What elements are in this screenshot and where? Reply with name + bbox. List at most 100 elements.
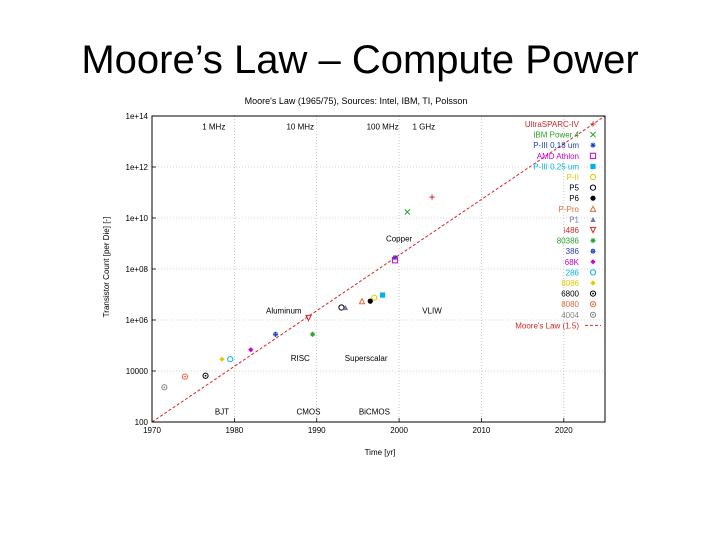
data-point	[358, 297, 366, 305]
legend-label: AMD Athlon	[537, 152, 579, 161]
data-point	[248, 347, 254, 353]
legend-marker	[589, 226, 597, 234]
marker-shape	[589, 301, 597, 308]
legend-label: 4004	[561, 311, 579, 320]
data-point	[404, 208, 411, 215]
y-tick-label: 1e+10	[126, 214, 149, 223]
annotation: BiCMOS	[359, 407, 390, 416]
legend-label: 286	[566, 268, 580, 277]
y-tick-label: 1e+08	[126, 265, 149, 274]
data-point	[391, 257, 399, 264]
legend-label: 68K	[565, 258, 580, 267]
annotation: Superscalar	[345, 354, 388, 363]
annotation: 100 MHz	[367, 122, 399, 131]
legend-marker	[590, 195, 596, 201]
y-tick-label: 1e+06	[126, 316, 149, 325]
legend-label: 6800	[561, 290, 579, 299]
data-points	[161, 194, 435, 391]
marker-shape	[589, 311, 597, 318]
legend-marker	[590, 248, 596, 254]
legend-label: Moore's Law (1.5)	[515, 321, 579, 330]
marker-shape	[589, 184, 597, 191]
annotation: RISC	[291, 354, 310, 363]
y-tick-label: 1e+12	[126, 163, 149, 172]
marker-shape	[204, 374, 207, 377]
data-point	[161, 384, 168, 391]
y-tick-label: 1e+14	[126, 112, 149, 121]
marker-shape	[589, 226, 597, 234]
x-axis-ticks: 1970 1980 1990 2000 2010 2020	[143, 418, 573, 435]
data-point	[371, 294, 378, 301]
marker-shape	[219, 356, 225, 362]
y-tick-label: 10000	[126, 367, 149, 376]
marker-shape	[184, 375, 186, 378]
data-point	[202, 372, 209, 379]
data-point	[305, 314, 312, 322]
x-tick-label: 2000	[390, 426, 408, 435]
moores-law-trend-line	[151, 115, 606, 423]
chart-title: Moore's Law (1965/75), Sources: Intel, I…	[245, 96, 468, 106]
legend-label: P6	[569, 194, 579, 203]
marker-shape	[391, 257, 399, 264]
legend-label: P1	[569, 215, 579, 224]
marker-shape	[590, 280, 596, 286]
data-point	[219, 356, 225, 362]
marker-stroke	[404, 208, 411, 215]
marker-shape	[202, 372, 209, 379]
annotation: 10 MHz	[286, 122, 314, 131]
slide-title: Moore’s Law – Compute Power	[81, 38, 639, 82]
legend-marker	[590, 259, 596, 265]
marker-shape	[181, 373, 189, 380]
marker-shape	[305, 314, 312, 322]
legend-label: 8086	[561, 279, 579, 288]
x-axis-label: Time [yr]	[365, 448, 396, 457]
legend-label: P-III 0.18 um	[533, 141, 579, 150]
marker-shape	[589, 173, 597, 181]
legend-label: P-III 0.25 um	[533, 162, 579, 171]
legend-label: i486	[564, 226, 580, 235]
marker-stroke	[590, 131, 596, 138]
marker-stroke	[273, 332, 278, 337]
marker-shape	[592, 239, 594, 242]
y-tick-label: 100	[135, 418, 149, 427]
x-tick-label: 1970	[143, 426, 161, 435]
marker-shape	[338, 304, 345, 311]
x-tick-label: 1980	[225, 426, 243, 435]
marker-shape	[592, 313, 594, 316]
legend-marker	[589, 290, 597, 297]
marker-shape	[358, 297, 366, 305]
annotation: 1 GHz	[412, 122, 435, 131]
marker-shape	[589, 269, 597, 276]
annotations: 1 MHz 10 MHz 100 MHz 1 GHz Copper Aluminum VLI…	[202, 122, 442, 416]
data-point	[310, 331, 316, 337]
y-axis-ticks: 100 10000 1e+06 1e+08 1e+10 1e+12 1e+14	[126, 112, 156, 427]
moores-law-chart: Moore's Law (1965/75), Sources: Intel, I…	[102, 96, 606, 457]
marker-stroke	[590, 143, 596, 148]
marker-shape	[589, 205, 597, 212]
annotation: BJT	[215, 407, 229, 416]
legend-marker	[590, 163, 596, 169]
marker-shape	[311, 333, 314, 336]
legend-label: 386	[566, 247, 580, 256]
annotation: 1 MHz	[202, 122, 225, 131]
marker-shape	[380, 292, 386, 298]
x-tick-label: 2020	[555, 426, 573, 435]
marker-shape	[367, 298, 373, 304]
marker-stroke	[591, 249, 595, 254]
marker-shape	[590, 216, 596, 222]
legend-label: P-Pro	[559, 205, 580, 214]
legend-marker	[589, 173, 597, 181]
data-point	[429, 194, 435, 200]
x-tick-label: 2010	[473, 426, 491, 435]
legend-marker	[590, 142, 596, 148]
marker-shape	[161, 384, 168, 391]
annotation: Copper	[386, 234, 413, 243]
annotation: CMOS	[296, 407, 320, 416]
data-point	[181, 373, 189, 380]
trend-line	[151, 115, 606, 423]
legend: UltraSPARC-IV IBM Power 4P-III 0.18 um AMD…	[515, 120, 601, 330]
marker-shape	[371, 294, 378, 301]
marker-shape	[590, 195, 596, 201]
data-point	[380, 292, 386, 298]
legend-label: P-II	[567, 173, 579, 182]
